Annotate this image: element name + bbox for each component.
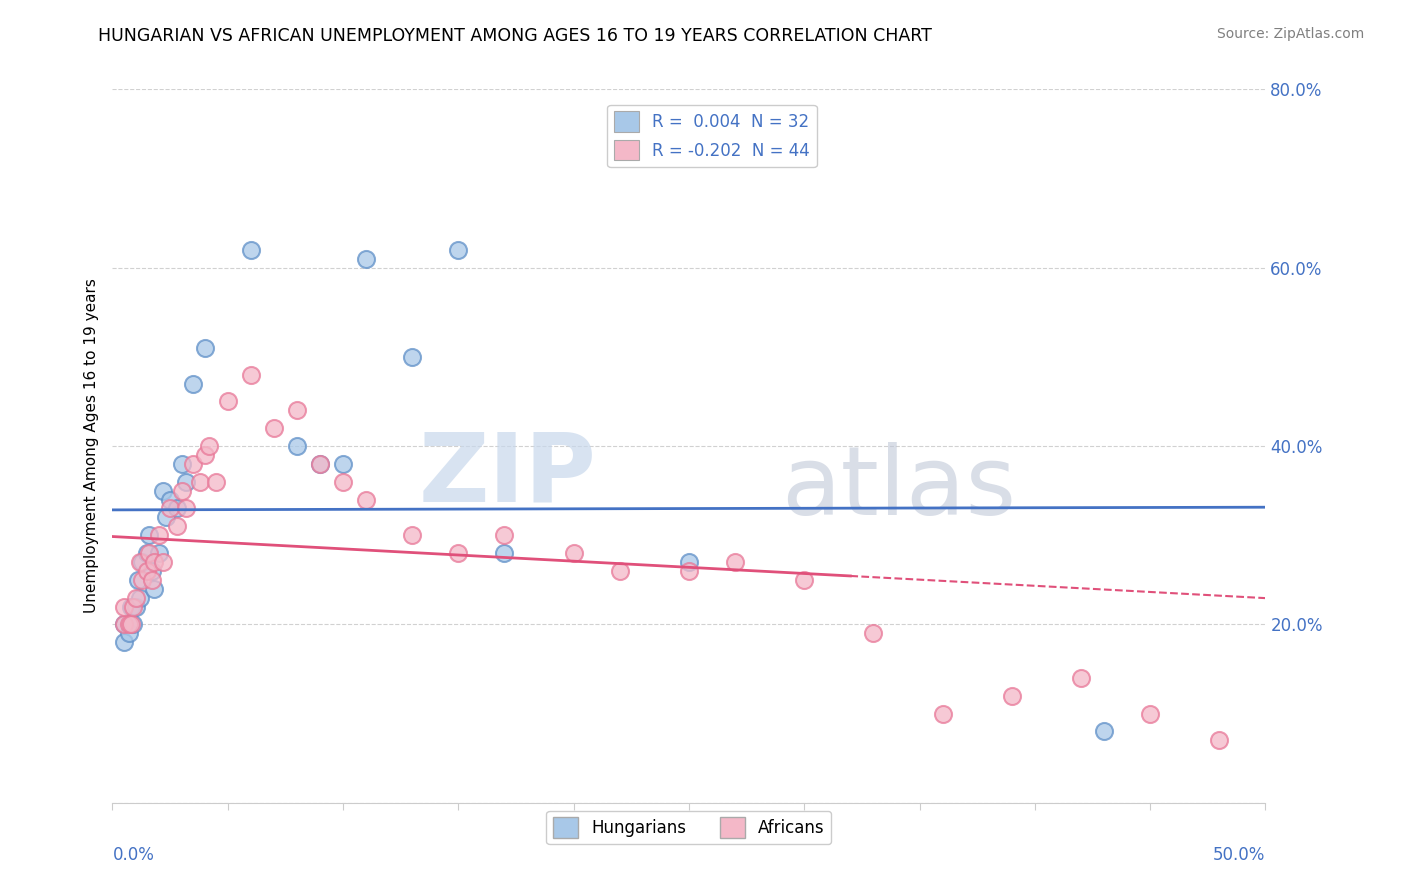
Text: Source: ZipAtlas.com: Source: ZipAtlas.com: [1216, 27, 1364, 41]
Point: [174, 475, 197, 489]
Point: [122, 599, 145, 614]
Point: [112, 599, 135, 614]
Point: [217, 394, 239, 409]
Point: [309, 457, 332, 471]
Point: [117, 617, 139, 632]
Point: [112, 617, 135, 632]
Text: HUNGARIAN VS AFRICAN UNEMPLOYMENT AMONG AGES 16 TO 19 YEARS CORRELATION CHART: HUNGARIAN VS AFRICAN UNEMPLOYMENT AMONG …: [98, 27, 932, 45]
Point: [239, 368, 262, 382]
Y-axis label: Unemployment Among Ages 16 to 19 years: Unemployment Among Ages 16 to 19 years: [83, 278, 98, 614]
Point: [124, 599, 146, 614]
Point: [166, 501, 188, 516]
Point: [354, 492, 377, 507]
Point: [862, 626, 884, 640]
Point: [174, 501, 197, 516]
Point: [309, 457, 332, 471]
Point: [181, 457, 204, 471]
Point: [131, 555, 153, 569]
Point: [131, 573, 153, 587]
Point: [181, 376, 204, 391]
Text: ZIP: ZIP: [419, 428, 596, 521]
Point: [143, 555, 166, 569]
Point: [263, 421, 285, 435]
Text: 50.0%: 50.0%: [1213, 846, 1265, 863]
Point: [194, 448, 217, 462]
Point: [112, 635, 135, 649]
Point: [170, 483, 193, 498]
Point: [148, 528, 170, 542]
Point: [332, 475, 354, 489]
Point: [159, 492, 181, 507]
Point: [166, 519, 188, 533]
Point: [138, 546, 160, 560]
Point: [239, 243, 262, 257]
Point: [129, 555, 152, 569]
Point: [354, 252, 377, 266]
Point: [562, 546, 585, 560]
Point: [141, 564, 163, 578]
Point: [447, 546, 470, 560]
Point: [159, 501, 181, 516]
Legend: Hungarians, Africans: Hungarians, Africans: [547, 811, 831, 845]
Point: [122, 617, 145, 632]
Point: [401, 528, 423, 542]
Point: [1139, 706, 1161, 721]
Point: [152, 483, 174, 498]
Point: [143, 582, 166, 596]
Point: [112, 617, 135, 632]
Point: [120, 617, 142, 632]
Point: [931, 706, 953, 721]
Point: [141, 573, 163, 587]
Point: [332, 457, 354, 471]
Point: [188, 475, 211, 489]
Point: [120, 599, 142, 614]
Point: [494, 528, 516, 542]
Point: [678, 564, 700, 578]
Point: [285, 403, 308, 417]
Point: [609, 564, 631, 578]
Point: [124, 591, 146, 605]
Point: [194, 341, 217, 355]
Point: [138, 528, 160, 542]
Point: [117, 626, 139, 640]
Text: atlas: atlas: [782, 442, 1017, 535]
Point: [678, 555, 700, 569]
Point: [198, 439, 221, 453]
Point: [1092, 724, 1115, 739]
Point: [494, 546, 516, 560]
Point: [447, 243, 470, 257]
Point: [136, 564, 159, 578]
Point: [724, 555, 747, 569]
Point: [170, 457, 193, 471]
Point: [1070, 671, 1092, 685]
Point: [793, 573, 815, 587]
Point: [129, 591, 152, 605]
Point: [152, 555, 174, 569]
Point: [148, 546, 170, 560]
Point: [1001, 689, 1024, 703]
Point: [1208, 733, 1230, 747]
Point: [401, 350, 423, 364]
Point: [155, 510, 177, 524]
Point: [127, 573, 149, 587]
Point: [205, 475, 228, 489]
Point: [136, 546, 159, 560]
Text: 0.0%: 0.0%: [112, 846, 155, 863]
Point: [285, 439, 308, 453]
